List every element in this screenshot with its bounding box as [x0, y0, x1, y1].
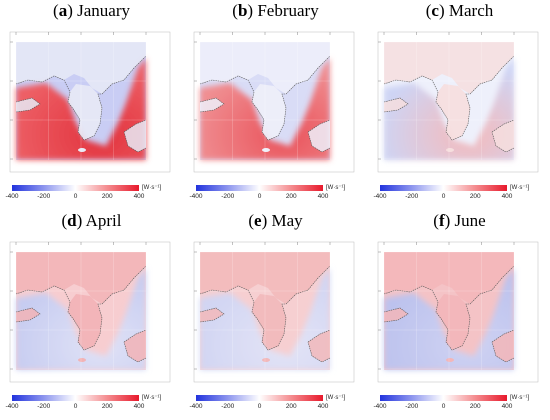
panel-title: (f) June: [433, 211, 486, 230]
panel-letter: c: [431, 1, 439, 20]
colorbar-ticks: -400 -200 0 200 400: [189, 193, 328, 203]
colorbar-tick-label: 0: [73, 403, 78, 410]
colorbar-tick-label: 200: [469, 193, 481, 200]
colorbar-tick-label: 400: [133, 403, 145, 410]
map-panel-june: (f) June -400 -200 0 200 400 [W·s⁻¹]: [368, 210, 550, 420]
colorbar-tick-label: 400: [317, 193, 329, 200]
colorbar-tick-label: 200: [285, 193, 297, 200]
colorbar-tick-label: -400: [5, 403, 19, 410]
colorbar-tick-label: 200: [101, 193, 113, 200]
colorbar-tick-label: -400: [189, 193, 203, 200]
colorbar-tick-label: -200: [405, 193, 419, 200]
colorbar-tick-label: -200: [221, 403, 235, 410]
colorbar: [380, 395, 507, 401]
panel-letter: b: [237, 1, 248, 20]
colorbar-tick-label: 0: [257, 193, 262, 200]
colorbar-tick-label: 0: [441, 403, 446, 410]
panel-title: (d) April: [61, 211, 122, 230]
panel-title: (e) May: [248, 211, 303, 230]
panel-title: (a) January: [53, 1, 130, 20]
map-panel-february: (b) February -400 -200 0 200 400 [W·s⁻¹]: [184, 0, 367, 210]
colorbar-unit: [W·s⁻¹]: [142, 185, 162, 191]
panel-title: (c) March: [425, 1, 494, 20]
colorbar-ticks: -400 -200 0 200 400: [5, 403, 144, 413]
colorbar-unit: [W·s⁻¹]: [326, 395, 346, 401]
map-plot: [377, 31, 539, 173]
panel-month: June: [454, 211, 486, 230]
map-panel-march: (c) March -400 -200 0 200 400 [W·s⁻¹]: [368, 0, 550, 210]
colorbar-tick-label: -200: [405, 403, 419, 410]
colorbar-ticks: -400 -200 0 200 400: [189, 403, 328, 413]
colorbar-unit: [W·s⁻¹]: [142, 395, 162, 401]
colorbar-tick-label: 400: [133, 193, 145, 200]
colorbar-ticks: -400 -200 0 200 400: [373, 403, 512, 413]
map-plot: [193, 31, 355, 173]
map-panel-may: (e) May -400 -200 0 200 400 [W·s⁻¹]: [184, 210, 367, 420]
panel-month: April: [85, 211, 122, 230]
colorbar-tick-label: 200: [469, 403, 481, 410]
panel-month: January: [77, 1, 130, 20]
panel-month: March: [448, 1, 494, 20]
map-panel-april: (d) April -400 -200 0 200 400 [W·s⁻¹]: [0, 210, 183, 420]
map-plot: [9, 31, 171, 173]
colorbar-unit: [W·s⁻¹]: [510, 395, 530, 401]
colorbar-ticks: -400 -200 0 200 400: [373, 193, 512, 203]
colorbar-tick-label: 400: [501, 403, 513, 410]
colorbar-tick-label: 400: [501, 193, 513, 200]
colorbar-unit: [W·s⁻¹]: [510, 185, 530, 191]
map-plot: [193, 241, 355, 383]
colorbar-tick-label: -200: [37, 403, 51, 410]
colorbar-tick-label: -200: [221, 193, 235, 200]
colorbar: [380, 185, 507, 191]
panel-letter: e: [254, 211, 262, 230]
colorbar: [196, 185, 323, 191]
colorbar: [12, 395, 139, 401]
panel-month: February: [257, 1, 319, 20]
panel-letter: f: [438, 211, 445, 230]
colorbar-tick-label: 0: [73, 193, 78, 200]
panel-letter: d: [67, 211, 77, 230]
colorbar-tick-label: -400: [189, 403, 203, 410]
colorbar-tick-label: -400: [5, 193, 19, 200]
colorbar: [12, 185, 139, 191]
colorbar: [196, 395, 323, 401]
panel-month: May: [271, 211, 303, 230]
colorbar-tick-label: 200: [101, 403, 113, 410]
colorbar-tick-label: -400: [373, 193, 387, 200]
map-plot: [9, 241, 171, 383]
colorbar-tick-label: -200: [37, 193, 51, 200]
colorbar-tick-label: 0: [441, 193, 446, 200]
colorbar-unit: [W·s⁻¹]: [326, 185, 346, 191]
panel-letter: a: [58, 1, 68, 20]
panel-title: (b) February: [232, 1, 319, 20]
colorbar-tick-label: -400: [373, 403, 387, 410]
map-plot: [377, 241, 539, 383]
colorbar-tick-label: 200: [285, 403, 297, 410]
colorbar-tick-label: 400: [317, 403, 329, 410]
colorbar-ticks: -400 -200 0 200 400: [5, 193, 144, 203]
map-panel-january: (a) January -400 -200 0 200 400 [W·s⁻¹]: [0, 0, 183, 210]
colorbar-tick-label: 0: [257, 403, 262, 410]
